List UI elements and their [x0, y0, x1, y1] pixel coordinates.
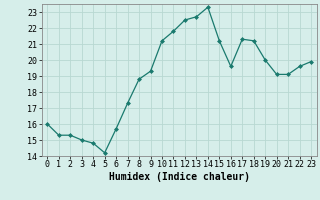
X-axis label: Humidex (Indice chaleur): Humidex (Indice chaleur) [109, 172, 250, 182]
